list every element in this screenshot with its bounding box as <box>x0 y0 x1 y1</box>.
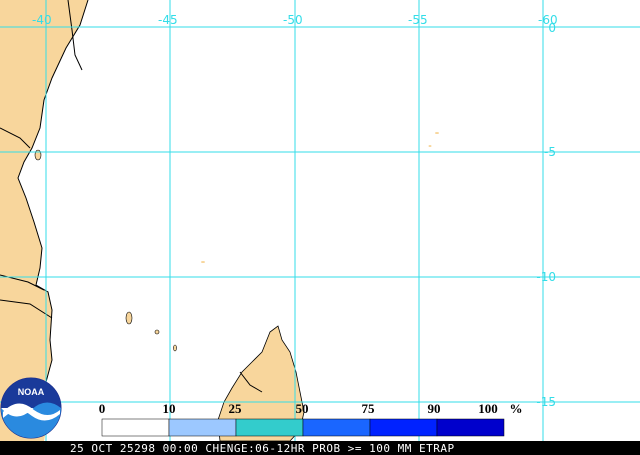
legend-swatch-3 <box>302 418 371 437</box>
legend-colorbar <box>101 418 505 437</box>
legend-swatch-1 <box>168 418 237 437</box>
lat-label-5: -5 <box>544 145 556 159</box>
legend-tick-25: 25 <box>229 401 243 416</box>
lat-label-0: 0 <box>548 21 556 35</box>
land-islet-6 <box>435 132 439 134</box>
footer-bar <box>0 441 640 455</box>
border-line-4 <box>0 299 53 319</box>
land-islet-7 <box>428 145 432 147</box>
legend-tick-0: 0 <box>99 401 106 416</box>
legend-tick-10: 10 <box>163 401 176 416</box>
legend-unit: % <box>510 401 523 416</box>
land-islet-5 <box>201 261 205 263</box>
graticule <box>0 0 640 441</box>
lon-label-55: -55 <box>408 13 428 27</box>
legend-tick-100: 100 <box>478 401 498 416</box>
border-line-1 <box>67 0 83 71</box>
noaa-logo-icon: NOAA <box>0 377 62 439</box>
legend-swatch-0 <box>101 418 170 437</box>
land-islet-4 <box>173 344 177 352</box>
legend-swatch-5 <box>436 418 505 437</box>
lon-label-45: -45 <box>158 13 178 27</box>
legend-tick-50: 50 <box>296 401 309 416</box>
lon-label-60: -60 <box>538 13 558 27</box>
legend-labels: 0 10 25 50 75 90 100 % <box>99 401 523 416</box>
coast-line-brazil <box>17 0 89 421</box>
legend-tick-75: 75 <box>362 401 376 416</box>
lon-label-40: -40 <box>32 13 52 27</box>
land-islet-3 <box>154 329 160 335</box>
legend-tick-90: 90 <box>428 401 441 416</box>
lon-label-50: -50 <box>283 13 303 27</box>
lat-label-10: -10 <box>536 270 556 284</box>
footer-caption: 25 OCT 25298 00:00 CHENGE:06-12HR PROB >… <box>70 442 455 455</box>
island-interior-line <box>239 371 263 393</box>
legend-swatch-4 <box>369 418 438 437</box>
lat-label-15: -15 <box>536 395 556 409</box>
land-islet-2 <box>125 311 133 325</box>
land-brazil <box>0 0 88 441</box>
border-line-2 <box>0 127 31 149</box>
legend-swatch-2 <box>235 418 304 437</box>
logo-text: NOAA <box>18 387 45 397</box>
